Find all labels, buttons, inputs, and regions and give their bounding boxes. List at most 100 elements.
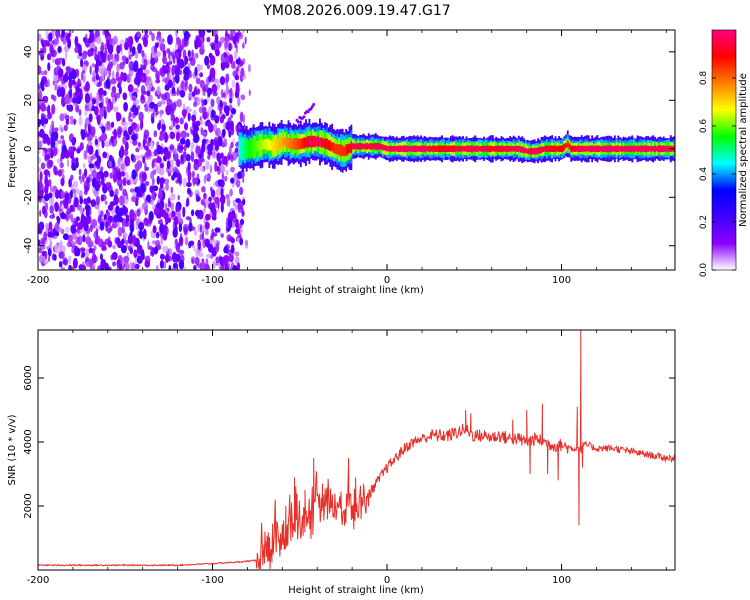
noise-blob xyxy=(203,192,207,200)
noise-speckle xyxy=(194,52,199,59)
ridge-cell xyxy=(542,146,545,152)
noise-blob xyxy=(199,72,204,78)
ridge-cell xyxy=(301,138,304,149)
ridge-cell xyxy=(240,143,243,155)
noise-blob xyxy=(74,247,81,257)
ridge-cell xyxy=(266,138,269,151)
noise-blob xyxy=(122,135,127,145)
noise-speckle xyxy=(173,152,179,162)
noise-speckle xyxy=(46,159,53,169)
ridge-cell xyxy=(575,145,578,152)
noise-blob xyxy=(40,79,45,90)
x-tick-label: 100 xyxy=(552,275,571,286)
noise-blob xyxy=(195,209,201,217)
noise-blob xyxy=(220,60,226,71)
noise-blob xyxy=(177,145,184,151)
noise-blob xyxy=(234,147,239,154)
noise-blob xyxy=(88,258,93,268)
noise-blob xyxy=(38,89,42,100)
noise-speckle xyxy=(171,102,177,111)
noise-speckle xyxy=(54,37,60,46)
ridge-cell xyxy=(406,145,409,152)
noise-blob xyxy=(38,119,43,125)
noise-speckle xyxy=(221,172,224,180)
noise-speckle xyxy=(119,61,125,70)
noise-blob xyxy=(210,109,216,118)
noise-speckle xyxy=(126,252,130,257)
ridge-cell xyxy=(462,145,464,152)
noise-speckle xyxy=(69,115,74,122)
noise-blob xyxy=(167,34,173,45)
ridge-cell xyxy=(336,144,339,155)
ridge-cell xyxy=(339,144,342,157)
noise-blob xyxy=(63,124,68,132)
noise-blob xyxy=(177,173,182,184)
noise-blob xyxy=(196,195,201,202)
noise-speckle xyxy=(229,188,233,197)
noise-blob xyxy=(54,201,59,212)
noise-blob xyxy=(111,251,118,261)
ridge-cell xyxy=(322,138,325,148)
noise-speckle xyxy=(121,55,127,62)
noise-blob xyxy=(116,170,122,181)
ridge-cell xyxy=(238,143,241,155)
noise-speckle xyxy=(199,64,204,71)
noise-speckle xyxy=(64,226,70,233)
ridge-cell xyxy=(317,136,320,147)
noise-speckle xyxy=(78,116,83,126)
noise-blob xyxy=(157,122,161,131)
noise-blob xyxy=(156,156,162,164)
ridge-cell xyxy=(348,143,351,153)
ridge-cell xyxy=(589,145,592,153)
ridge-cell xyxy=(294,137,297,150)
ridge-cell xyxy=(472,145,475,152)
noise-blob xyxy=(175,253,181,262)
colorbar-ticks: 0.0 0.2 0.4 0.6 0.8 xyxy=(699,71,736,277)
ridge-cell xyxy=(490,145,492,153)
noise-blob xyxy=(168,264,172,270)
ridge-cell xyxy=(455,146,457,152)
noise-blob xyxy=(202,111,208,120)
noise-speckle xyxy=(78,109,82,116)
noise-speckle xyxy=(54,83,58,91)
noise-blob xyxy=(109,189,115,197)
noise-speckle xyxy=(230,30,236,35)
noise-blob xyxy=(74,46,79,54)
noise-speckle xyxy=(112,38,115,49)
ridge-cell xyxy=(305,137,307,148)
noise-blob xyxy=(38,227,43,235)
noise-blob xyxy=(191,114,197,122)
noise-blob xyxy=(100,172,105,180)
noise-blob xyxy=(47,104,51,116)
ridge-cell xyxy=(319,137,321,147)
noise-blob xyxy=(208,52,213,59)
ridge-cell xyxy=(245,142,248,155)
noise-blob xyxy=(125,57,129,65)
noise-blob xyxy=(131,104,137,113)
noise-speckle xyxy=(71,240,77,246)
noise-blob xyxy=(214,161,218,172)
noise-blob xyxy=(234,74,240,81)
noise-blob xyxy=(48,32,53,42)
noise-blob xyxy=(204,55,210,66)
noise-speckle xyxy=(44,69,48,76)
noise-blob xyxy=(208,122,214,133)
noise-blob xyxy=(87,123,91,134)
noise-blob xyxy=(188,241,192,249)
colorbar-label: Normalized spectral amplitude xyxy=(738,73,749,227)
ridge-cell xyxy=(652,146,655,152)
noise-blob xyxy=(110,135,114,144)
ridge-cell xyxy=(353,143,356,150)
noise-blob xyxy=(102,151,108,159)
noise-blob xyxy=(79,196,83,205)
noise-blob xyxy=(84,92,91,104)
noise-blob xyxy=(134,163,140,171)
snr-xlabel: Height of straight line (km) xyxy=(288,585,424,596)
noise-blob xyxy=(207,243,214,253)
noise-blob xyxy=(232,36,237,45)
noise-speckle xyxy=(155,35,162,41)
noise-speckle xyxy=(230,141,234,149)
noise-speckle xyxy=(138,111,144,122)
noise-speckle xyxy=(151,160,155,169)
noise-speckle xyxy=(38,156,41,164)
